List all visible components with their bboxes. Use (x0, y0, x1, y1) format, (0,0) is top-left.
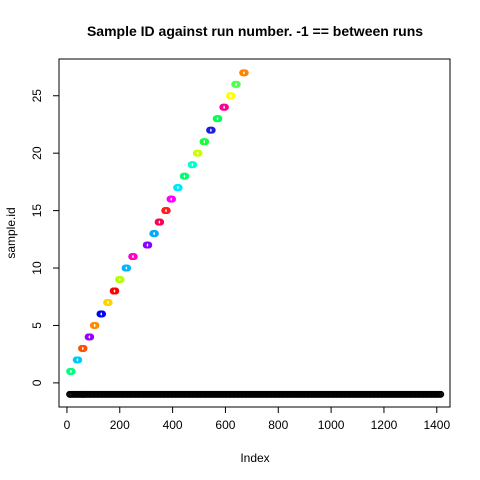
data-point (208, 126, 216, 134)
x-tick-label: 1000 (318, 418, 345, 432)
x-tick-label: 1400 (423, 418, 450, 432)
x-tick-label: 800 (268, 418, 288, 432)
data-point (182, 172, 190, 180)
data-point (221, 103, 229, 111)
data-point (92, 322, 100, 329)
y-axis-label: sample.id (4, 207, 18, 258)
data-point (175, 184, 183, 192)
x-tick-label: 0 (64, 418, 71, 432)
data-point (215, 115, 223, 123)
data-point (99, 310, 107, 318)
y-tick-label: 10 (30, 261, 44, 275)
y-axis: 0 5 10 15 20 25 (30, 89, 59, 386)
x-axis: 0 200 400 600 800 1000 1200 1400 (64, 407, 450, 432)
data-point (130, 253, 138, 260)
data-point (112, 287, 120, 295)
x-tick-label: 400 (163, 418, 183, 432)
y-tick-label: 15 (30, 204, 44, 218)
y-tick-label: 25 (30, 89, 44, 103)
data-point (169, 195, 177, 203)
chart-title: Sample ID against run number. -1 == betw… (87, 23, 423, 39)
data-point (233, 80, 241, 88)
data-point (157, 218, 165, 226)
y-tick-label: 20 (30, 146, 44, 160)
data-point (68, 367, 76, 375)
plot-frame (58, 58, 451, 408)
x-tick-label: 200 (110, 418, 130, 432)
data-point (124, 264, 132, 272)
data-point (105, 299, 113, 306)
data-point (202, 138, 210, 146)
data-point (80, 344, 88, 352)
x-tick-label: 600 (215, 418, 235, 432)
data-point (75, 356, 83, 364)
run-points (66, 69, 249, 375)
y-tick-label: 5 (30, 322, 44, 329)
data-point (437, 390, 445, 398)
data-point (145, 241, 153, 249)
data-point (195, 149, 203, 157)
data-point (151, 230, 159, 238)
x-tick-label: 1200 (371, 418, 398, 432)
x-axis-label: Index (240, 451, 269, 465)
between-runs-points (66, 390, 445, 398)
data-point (228, 92, 236, 100)
data-point (117, 276, 125, 283)
data-point (87, 333, 95, 341)
data-point (163, 207, 171, 215)
y-tick-label: 0 (30, 379, 44, 386)
data-point (241, 69, 249, 77)
data-point (190, 161, 198, 169)
